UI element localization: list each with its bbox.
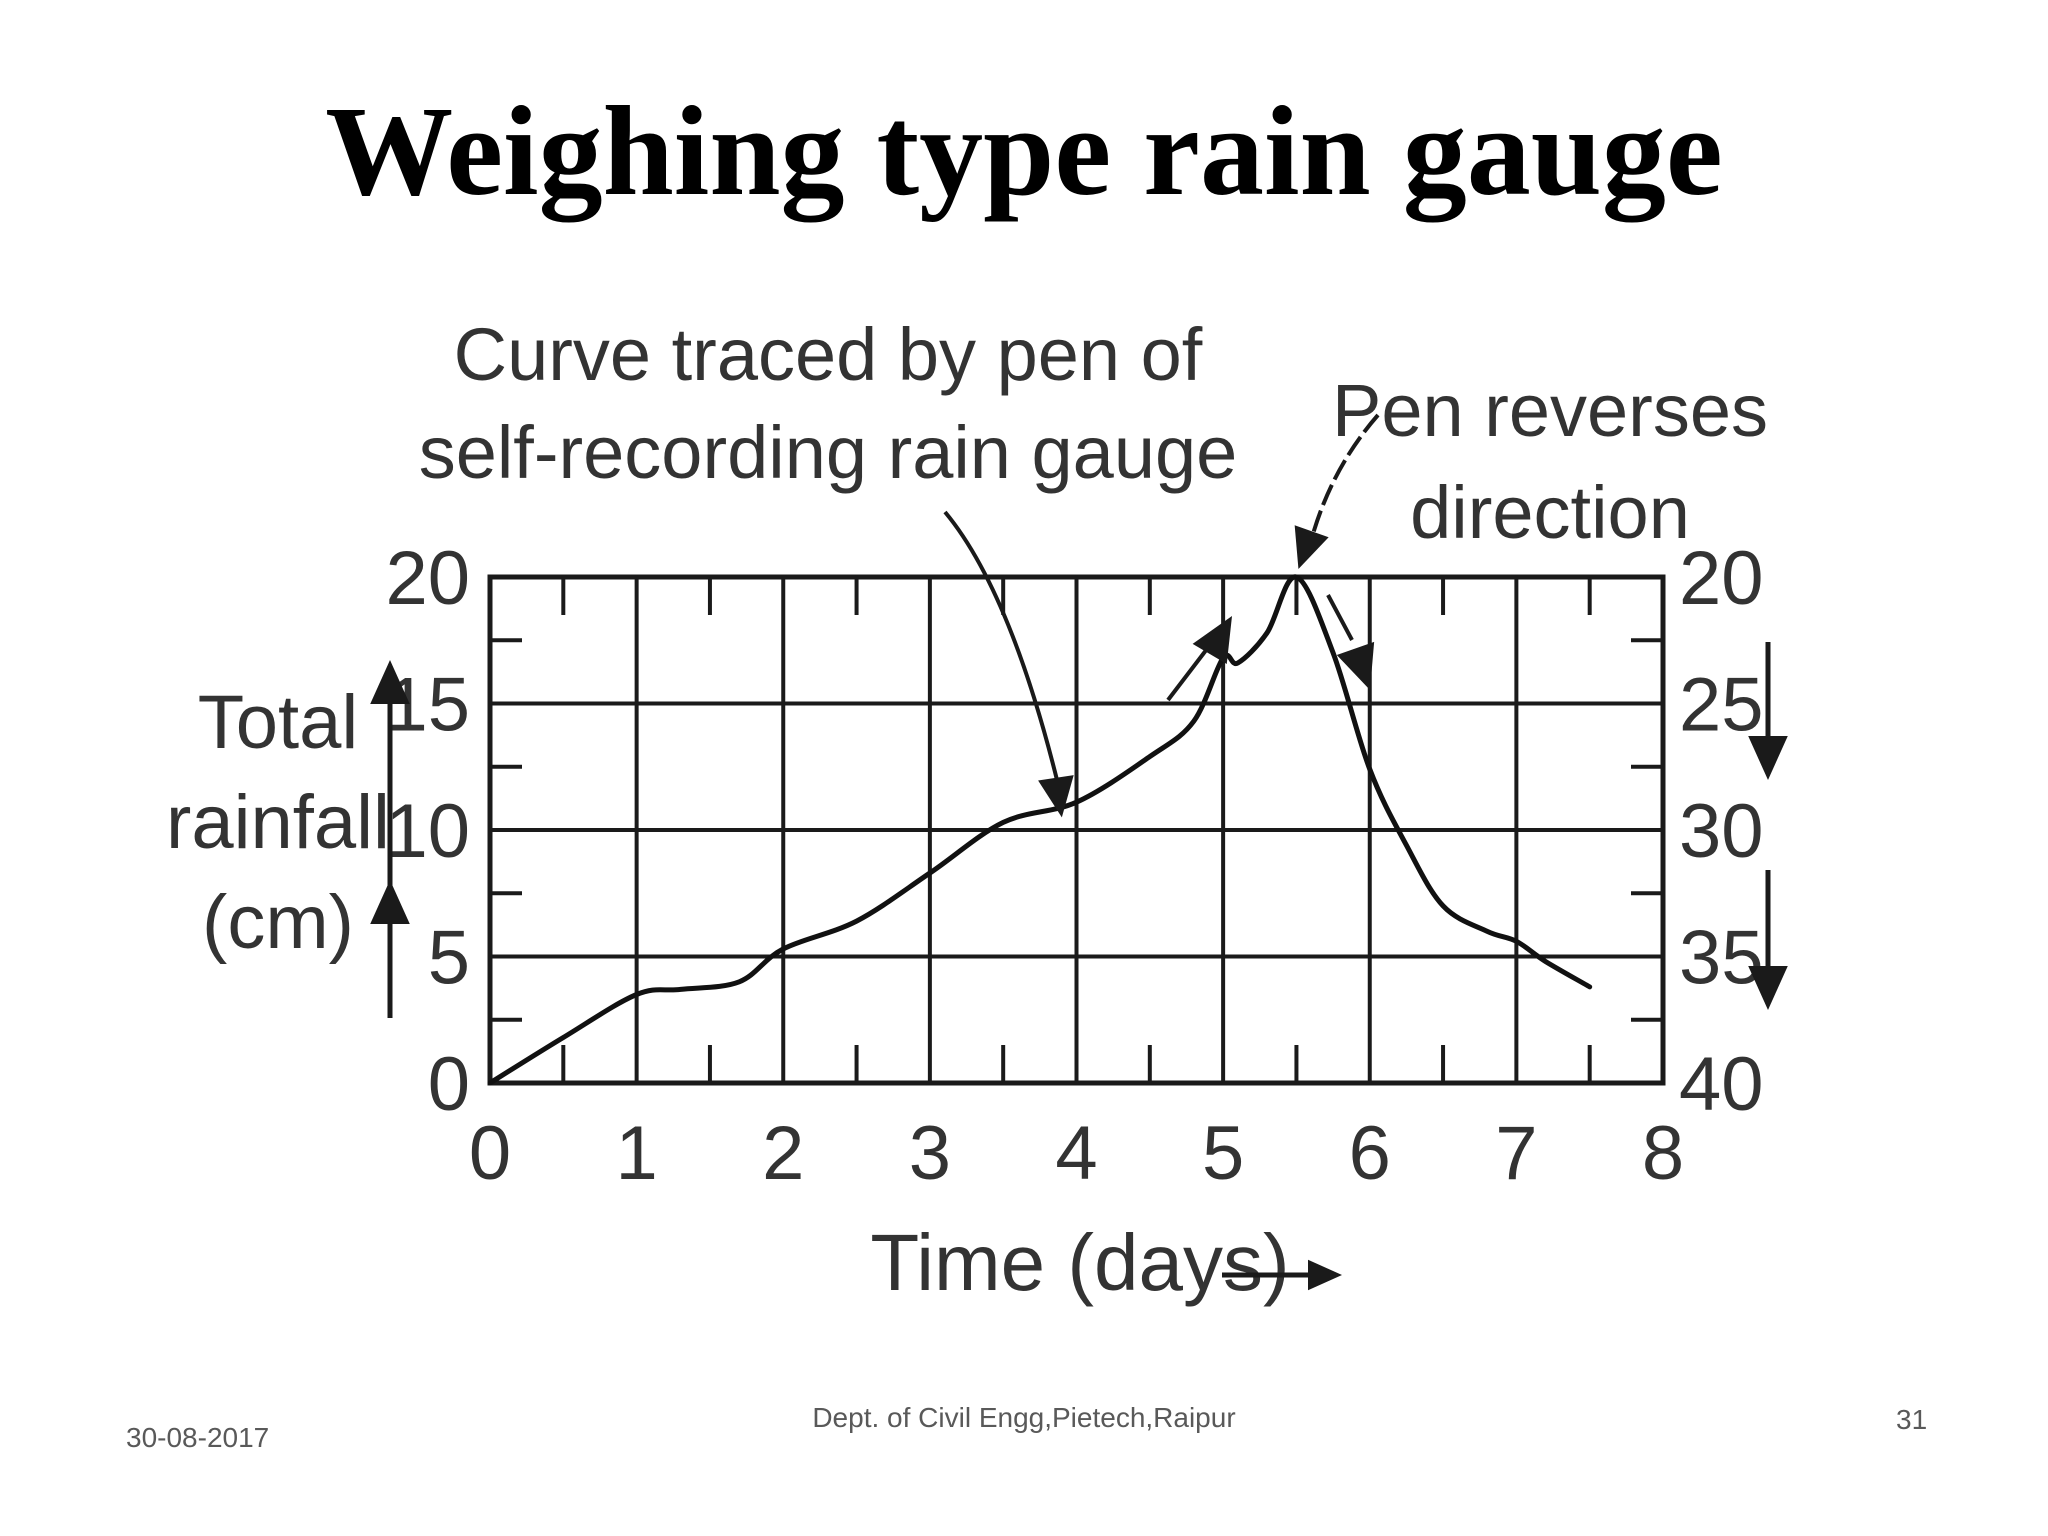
annotation-reverse-arrow-head xyxy=(1294,525,1329,569)
y-tick-label-right: 20 xyxy=(1679,536,1764,621)
x-tick-label: 5 xyxy=(1202,1111,1244,1196)
plot-frame xyxy=(487,574,1666,1086)
annotation-curve-arrow-head xyxy=(1038,775,1074,818)
down-arrow-head xyxy=(1748,736,1788,780)
x-axis-title: Time (days) xyxy=(870,1218,1289,1307)
annotation-curve-pointer xyxy=(943,510,1060,784)
up-arrow-head xyxy=(370,880,410,924)
rainfall-chart: 0 1 2 3 4 5 6 7 8 0 5 10 15 20 40 35 30 25 20 Time (days) To… xyxy=(166,313,1788,1307)
y-tick-label-left: 10 xyxy=(385,789,470,874)
down-arrow-head xyxy=(1748,966,1788,1010)
up-arrow-head xyxy=(370,660,410,704)
falling-direction-arrow-head xyxy=(1336,641,1375,690)
y-tick-label-left: 5 xyxy=(428,916,470,1001)
slide-title: Weighing type rain gauge xyxy=(325,80,1723,222)
y-tick-label-right: 30 xyxy=(1679,789,1764,874)
rising-direction-arrow-head xyxy=(1192,616,1232,664)
chart-annotations: Curve traced by pen of self-recording rai… xyxy=(419,313,1768,818)
y-tick-label-right: 25 xyxy=(1679,663,1764,748)
annotation-reverse-label: Pen reverses xyxy=(1332,369,1768,452)
x-tick-label: 8 xyxy=(1642,1111,1684,1196)
y-tick-label-right: 40 xyxy=(1679,1042,1764,1127)
x-tick-label: 1 xyxy=(615,1111,657,1196)
annotation-reverse-pointer xyxy=(1308,413,1380,544)
y-tick-label-left: 0 xyxy=(428,1042,470,1127)
page-number: 31 xyxy=(1896,1404,1928,1435)
x-axis-arrow-head xyxy=(1308,1259,1342,1291)
y-axis-title-line: rainfall xyxy=(166,780,390,865)
rainfall-curve xyxy=(487,574,1593,1086)
y-tick-label-left: 15 xyxy=(385,663,470,748)
annotation-curve-label: self-recording rain gauge xyxy=(419,411,1238,494)
annotation-curve-label: Curve traced by pen of xyxy=(454,313,1203,396)
x-tick-label: 2 xyxy=(762,1111,804,1196)
chart-labels: 0 1 2 3 4 5 6 7 8 0 5 10 15 20 40 35 30 25 20 Time (days) To… xyxy=(166,536,1788,1307)
footer-department: Dept. of Civil Engg,Pietech,Raipur xyxy=(812,1402,1236,1433)
footer-date: 30-08-2017 xyxy=(126,1422,270,1453)
y-tick-label-left: 20 xyxy=(385,536,470,621)
y-axis-title-line: (cm) xyxy=(202,880,354,965)
x-tick-label: 0 xyxy=(469,1111,511,1196)
x-tick-label: 4 xyxy=(1055,1111,1097,1196)
y-axis-title-line: Total xyxy=(198,680,359,765)
falling-direction-arrow-shaft xyxy=(1326,594,1354,641)
x-tick-label: 3 xyxy=(909,1111,951,1196)
chart-grid xyxy=(487,574,1666,1086)
annotation-reverse-label: direction xyxy=(1410,471,1690,554)
x-tick-label: 6 xyxy=(1349,1111,1391,1196)
x-tick-label: 7 xyxy=(1495,1111,1537,1196)
y-tick-label-right: 35 xyxy=(1679,916,1764,1001)
rising-direction-arrow-shaft xyxy=(1166,643,1212,702)
